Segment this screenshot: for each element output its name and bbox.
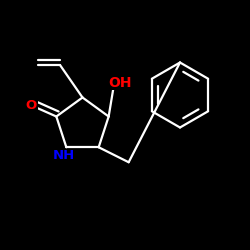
Text: OH: OH xyxy=(108,76,132,90)
Text: O: O xyxy=(26,99,37,112)
Text: NH: NH xyxy=(53,150,75,162)
